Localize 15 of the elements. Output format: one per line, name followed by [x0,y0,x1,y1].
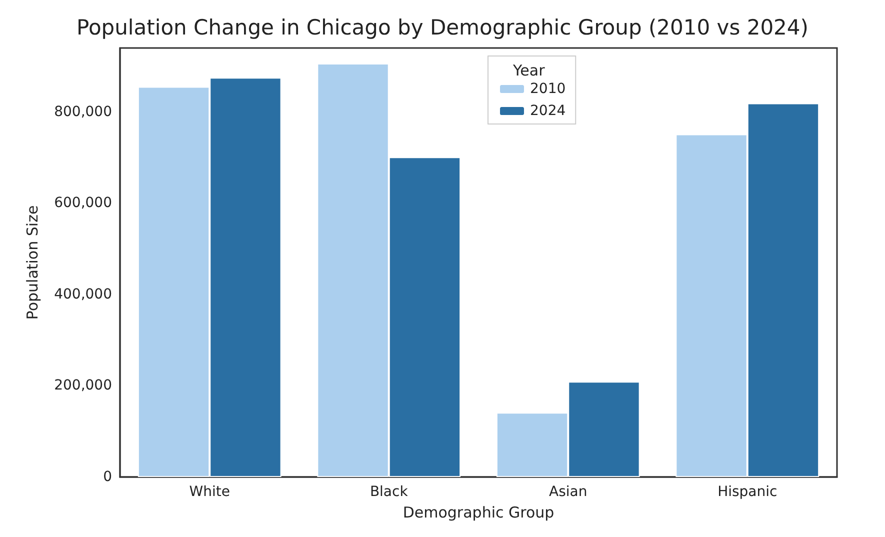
x-tick-label: Hispanic [718,484,778,500]
y-tick-label: 0 [103,469,112,485]
x-axis-title: Demographic Group [402,504,554,522]
x-tick-label: Asian [549,484,588,500]
y-tick-label: 600,000 [54,195,112,212]
y-axis-title: Population Size [24,205,42,320]
legend-label: 2024 [530,103,566,119]
legend-title: Year [512,62,546,80]
chart-title: Population Change in Chicago by Demographic Group (2010 vs 2024) [76,16,808,40]
x-tick-label: Black [370,484,409,500]
y-tick-label: 400,000 [54,286,112,302]
y-tick-label: 200,000 [54,378,112,394]
x-tick-label: White [189,484,230,500]
legend-label: 2010 [530,81,566,97]
y-tick-label: 800,000 [54,104,112,120]
